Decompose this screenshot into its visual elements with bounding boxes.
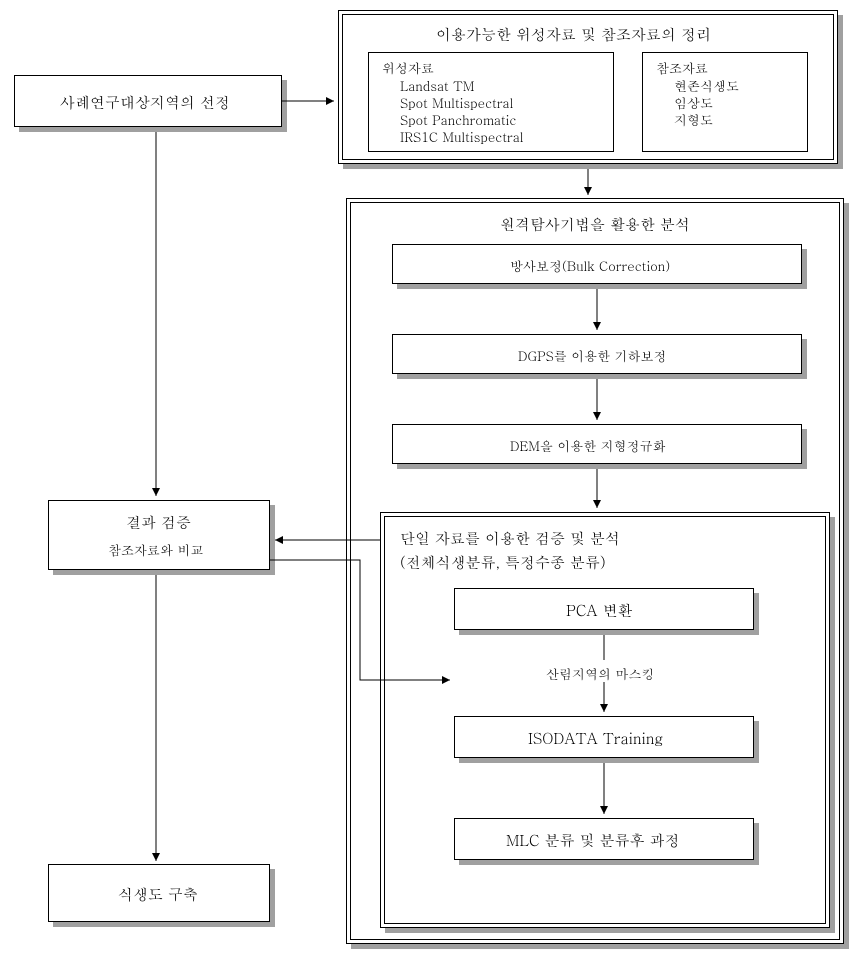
pca-label: PCA 변환	[566, 600, 632, 621]
step1-label: 방사보정(Bulk Correction)	[510, 256, 670, 275]
sat-item-3: IRS1C Multispectral	[400, 127, 524, 146]
build-label: 식생도 구축	[118, 884, 198, 905]
panel-data-title: 이용가능한 위성자료 및 참조자료의 정리	[436, 24, 711, 45]
verify-sub: 참조자료와 비교	[108, 540, 203, 559]
ref-item-2: 지형도	[674, 110, 713, 129]
step2-label: DGPS를 이용한 기하보정	[518, 346, 666, 365]
isodata-label: ISODATA Training	[528, 728, 663, 749]
mask-label: 산림지역의 마스킹	[546, 664, 654, 683]
sat-title: 위성자료	[382, 58, 434, 77]
sub-panel-title1: 단일 자료를 이용한 검증 및 분석	[400, 528, 620, 549]
verify-title: 결과 검증	[126, 512, 191, 533]
sub-panel-title2: (전체식생분류, 특정수종 분류)	[400, 552, 606, 573]
panel-analysis-title: 원격탐사기법을 활용한 분석	[500, 214, 690, 235]
mlc-label: MLC 분류 및 분류후 과정	[506, 830, 680, 851]
node-select-label: 사례연구대상지역의 선정	[60, 92, 230, 113]
ref-title: 참조자료	[656, 58, 708, 77]
node-verify	[48, 500, 270, 570]
step3-label: DEM을 이용한 지형정규화	[510, 436, 666, 455]
